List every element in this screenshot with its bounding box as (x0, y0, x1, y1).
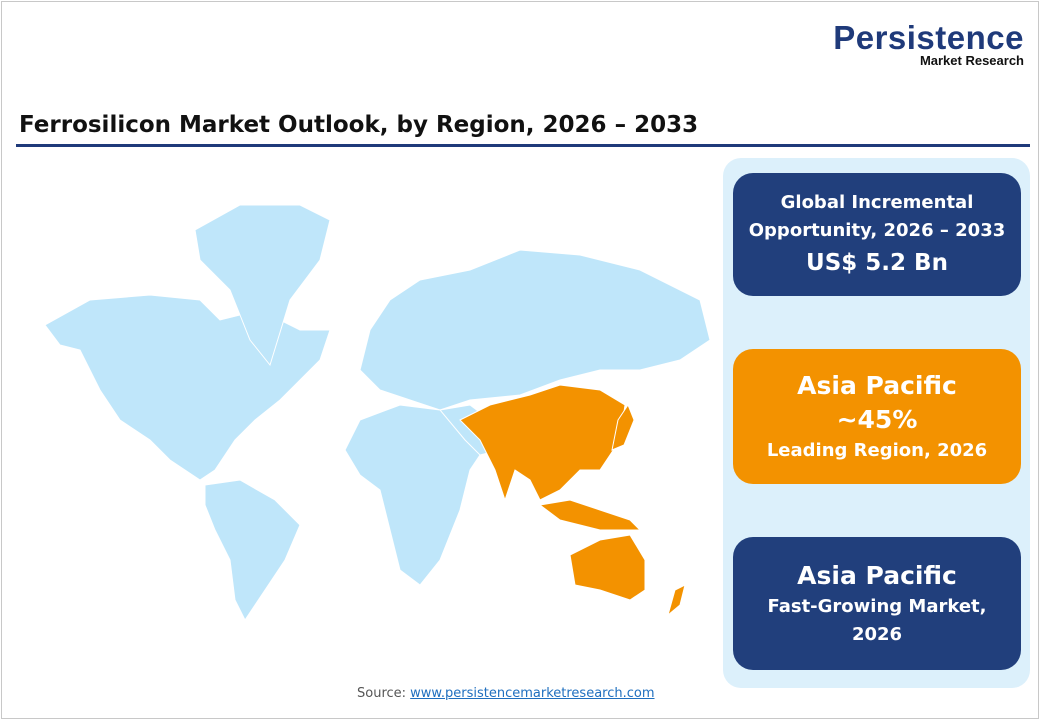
card2-share: ~45% (836, 404, 918, 434)
australia (569, 534, 646, 601)
greenland (194, 204, 331, 367)
north-america (44, 294, 331, 481)
card1-line1: Global Incremental (780, 191, 974, 213)
source-link[interactable]: www.persistencemarketresearch.com (410, 686, 655, 701)
card2-region: Asia Pacific (797, 370, 957, 400)
europe-russia (359, 249, 711, 411)
incremental-opportunity-card: Global Incremental Opportunity, 2026 – 2… (733, 173, 1021, 296)
source-note: Source: www.persistencemarketresearch.co… (357, 686, 655, 701)
card3-region: Asia Pacific (797, 560, 957, 590)
card1-line2: Opportunity, 2026 – 2033 (748, 219, 1006, 241)
card3-label2: 2026 (851, 623, 903, 645)
title-divider (16, 144, 1030, 147)
logo-line2: Market Research (919, 53, 1024, 68)
logo: Persistence Market Research (833, 19, 1024, 68)
asia-pacific-mainland (459, 384, 626, 502)
world-map (44, 204, 711, 620)
logo-line1: Persistence (833, 19, 1024, 56)
card2-label: Leading Region, 2026 (766, 439, 988, 461)
new-zealand (667, 584, 686, 617)
card1-value: US$ 5.2 Bn (806, 249, 948, 276)
leading-region-card: Asia Pacific ~45% Leading Region, 2026 (733, 349, 1021, 484)
japan (611, 403, 635, 451)
source-label: Source: (357, 686, 407, 701)
card3-label1: Fast-Growing Market, (767, 595, 987, 617)
southeast-asia-islands (538, 499, 642, 531)
page-title: Ferrosilicon Market Outlook, by Region, … (19, 112, 699, 138)
fast-growing-card: Asia Pacific Fast-Growing Market, 2026 (733, 537, 1021, 670)
south-america (204, 479, 301, 620)
